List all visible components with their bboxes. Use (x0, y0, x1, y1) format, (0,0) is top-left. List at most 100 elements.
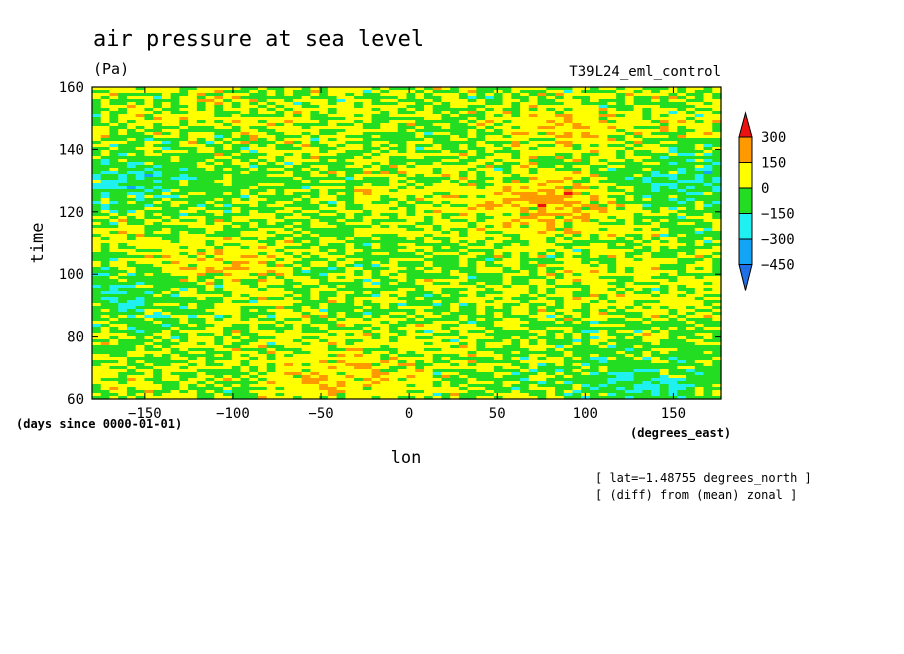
heatmap-cell (458, 228, 469, 232)
heatmap-cell (118, 96, 128, 100)
heatmap-cell (563, 276, 574, 280)
heatmap-cell (135, 255, 146, 259)
heatmap-cell (266, 267, 277, 271)
heatmap-cell (354, 237, 364, 241)
heatmap-cell (712, 216, 722, 220)
heatmap-cell (642, 147, 652, 151)
heatmap-cell (371, 180, 381, 184)
heatmap-cell (126, 132, 137, 136)
heatmap-cell (589, 129, 600, 133)
heatmap-cell (441, 240, 451, 244)
heatmap-cell (633, 99, 643, 103)
heatmap-cell (520, 201, 530, 205)
heatmap-cell (161, 234, 172, 238)
heatmap-cell (196, 132, 207, 136)
heatmap-cell (467, 156, 477, 160)
heatmap-cell (292, 183, 303, 187)
heatmap-cell (126, 144, 137, 148)
heatmap-cell (563, 237, 574, 241)
heatmap-cell (703, 210, 713, 214)
heatmap-cell (126, 168, 137, 172)
heatmap-cell (563, 99, 574, 103)
heatmap-cell (188, 93, 198, 97)
heatmap-cell (214, 240, 224, 244)
heatmap-cell (266, 156, 277, 160)
heatmap-cell (520, 210, 530, 214)
heatmap-cell (607, 171, 617, 175)
heatmap-cell (441, 159, 451, 163)
heatmap-cell (179, 207, 189, 211)
heatmap-cell (292, 279, 303, 283)
heatmap-cell (476, 96, 486, 100)
heatmap-cell (284, 162, 294, 166)
heatmap-cell (135, 183, 146, 187)
heatmap-cell (441, 132, 451, 136)
heatmap-cell (485, 210, 495, 214)
heatmap-cell (537, 141, 547, 145)
heatmap-cell (642, 93, 652, 97)
heatmap-cell (92, 177, 102, 181)
heatmap-cell (188, 105, 198, 109)
heatmap-cell (240, 213, 250, 217)
heatmap-cell (406, 228, 416, 232)
heatmap-cell (188, 246, 198, 250)
heatmap-cell (196, 93, 207, 97)
heatmap-cell (223, 294, 233, 298)
heatmap-cell (126, 108, 137, 112)
heatmap-cell (406, 240, 416, 244)
heatmap-cell (450, 123, 460, 127)
heatmap-cell (406, 249, 416, 253)
heatmap-cell (118, 219, 128, 223)
heatmap-cell (327, 231, 338, 235)
heatmap-cell (493, 159, 504, 163)
heatmap-cell (415, 105, 425, 109)
heatmap-cell (712, 198, 722, 202)
heatmap-cell (572, 282, 582, 286)
heatmap-cell (528, 267, 539, 271)
heatmap-cell (546, 150, 556, 154)
heatmap-cell (598, 141, 609, 145)
heatmap-cell (668, 186, 678, 190)
heatmap-cell (642, 258, 652, 262)
heatmap-cell (100, 135, 111, 139)
heatmap-cell (624, 288, 635, 292)
heatmap-cell (624, 279, 635, 283)
heatmap-cell (546, 144, 556, 148)
heatmap-cell (651, 192, 661, 196)
heatmap-cell (100, 231, 111, 235)
heatmap-cell (677, 198, 687, 202)
heatmap-cell (406, 129, 416, 133)
heatmap-cell (677, 153, 687, 157)
heatmap-cell (135, 147, 146, 151)
heatmap-cell (205, 201, 215, 205)
heatmap-cell (292, 114, 303, 118)
heatmap-cell (188, 150, 198, 154)
heatmap-cell (703, 102, 713, 106)
heatmap-cell (319, 102, 329, 106)
heatmap-cell (292, 87, 303, 91)
heatmap-cell (144, 222, 154, 226)
heatmap-cell (642, 288, 652, 292)
heatmap-cell (633, 174, 643, 178)
heatmap-cell (642, 123, 652, 127)
heatmap-cell (694, 279, 705, 283)
heatmap-cell (371, 90, 381, 94)
heatmap-cell (380, 105, 390, 109)
heatmap-cell (284, 165, 294, 169)
heatmap-cell (310, 231, 320, 235)
heatmap-cell (161, 192, 172, 196)
heatmap-cell (712, 126, 722, 130)
heatmap-cell (231, 282, 242, 286)
heatmap-cell (589, 159, 600, 163)
heatmap-cell (423, 273, 434, 277)
heatmap-cell (712, 171, 722, 175)
heatmap-cell (266, 96, 277, 100)
heatmap-cell (196, 198, 207, 202)
heatmap-cell (668, 180, 678, 184)
heatmap-cell (345, 126, 355, 130)
heatmap-cell (476, 90, 486, 94)
heatmap-cell (520, 222, 530, 226)
heatmap-cell (555, 186, 565, 190)
heatmap-cell (118, 153, 128, 157)
heatmap-cell (642, 153, 652, 157)
